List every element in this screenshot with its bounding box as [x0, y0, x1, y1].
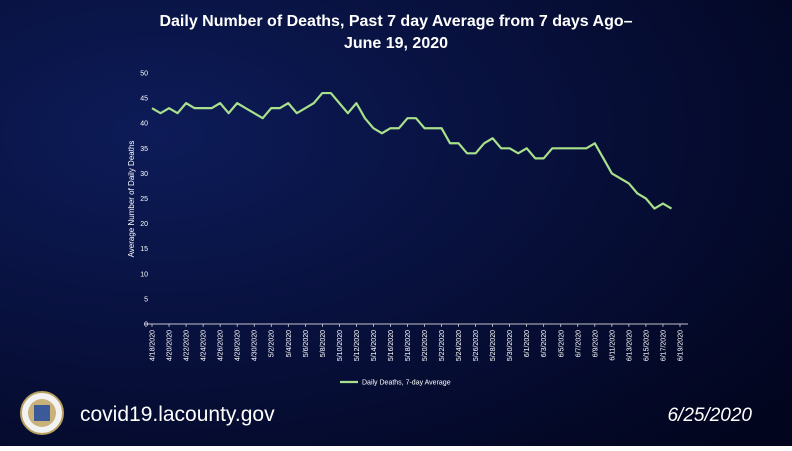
- chart-title: Daily Number of Deaths, Past 7 day Avera…: [159, 13, 632, 30]
- x-tick-label: 6/15/2020: [643, 330, 650, 361]
- x-tick-label: 5/8/2020: [320, 330, 327, 357]
- y-tick-label: 20: [140, 221, 148, 228]
- x-tick-label: 6/19/2020: [678, 330, 685, 361]
- y-tick-label: 30: [140, 171, 148, 178]
- x-tick-label: 5/14/2020: [371, 330, 378, 361]
- x-tick-label: 5/26/2020: [473, 330, 480, 361]
- y-tick-label: 10: [140, 271, 148, 278]
- x-tick-label: 6/13/2020: [626, 330, 633, 361]
- x-tick-label: 6/9/2020: [592, 330, 599, 357]
- legend-label: Daily Deaths, 7-day Average: [362, 380, 451, 387]
- x-tick-label: 6/7/2020: [575, 330, 582, 357]
- y-tick-label: 40: [140, 121, 148, 128]
- x-tick-label: 4/24/2020: [201, 330, 208, 361]
- x-tick-label: 4/28/2020: [235, 330, 242, 361]
- x-tick-label: 5/10/2020: [337, 330, 344, 361]
- y-tick-label: 0: [144, 322, 148, 329]
- y-tick-label: 45: [140, 96, 148, 103]
- y-tick-label: 5: [144, 296, 148, 303]
- x-tick-label: 5/18/2020: [405, 330, 412, 361]
- y-tick-label: 25: [140, 196, 148, 203]
- x-tick-label: 5/16/2020: [388, 330, 395, 361]
- x-tick-label: 5/12/2020: [354, 330, 361, 361]
- x-tick-label: 4/20/2020: [167, 330, 174, 361]
- data-line: [151, 91, 673, 210]
- seal: [20, 391, 64, 435]
- x-tick-label: 6/5/2020: [558, 330, 565, 357]
- x-tick-label: 4/18/2020: [150, 330, 157, 361]
- x-tick-label: 4/30/2020: [252, 330, 259, 361]
- x-tick-label: 5/28/2020: [490, 330, 497, 361]
- x-tick-label: 4/26/2020: [218, 330, 225, 361]
- x-tick-label: 6/3/2020: [541, 330, 548, 357]
- y-tick-label: 15: [140, 246, 148, 253]
- x-tick-label: 5/24/2020: [456, 330, 463, 361]
- x-tick-label: 5/20/2020: [422, 330, 429, 361]
- y-tick-label: 35: [140, 146, 148, 153]
- y-tick-label: 50: [140, 71, 148, 78]
- x-tick-label: 6/17/2020: [660, 330, 667, 361]
- chart-title: June 19, 2020: [344, 35, 448, 52]
- x-tick-label: 5/22/2020: [439, 330, 446, 361]
- x-tick-label: 6/1/2020: [524, 330, 531, 357]
- x-tick-label: 4/22/2020: [184, 330, 191, 361]
- y-axis-label: Average Number of Daily Deaths: [127, 141, 136, 258]
- x-tick-label: 5/4/2020: [286, 330, 293, 357]
- footer-date: 6/25/2020: [667, 405, 752, 426]
- x-tick-label: 6/11/2020: [609, 330, 616, 361]
- x-tick-label: 5/30/2020: [507, 330, 514, 361]
- footer-url: covid19.lacounty.gov: [80, 403, 275, 426]
- x-tick-label: 5/6/2020: [303, 330, 310, 357]
- x-tick-label: 5/2/2020: [269, 330, 276, 357]
